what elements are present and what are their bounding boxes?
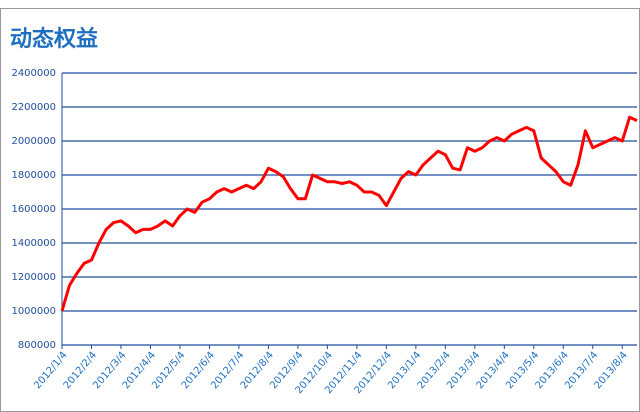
chart-title: 动态权益 bbox=[10, 26, 98, 52]
y-tick-label: 2000000 bbox=[11, 136, 56, 147]
y-tick-label: 1000000 bbox=[11, 306, 56, 317]
y-tick-label: 1200000 bbox=[11, 272, 56, 283]
y-tick-label: 1600000 bbox=[11, 204, 56, 215]
y-tick-label: 1800000 bbox=[11, 170, 56, 181]
y-tick-label: 800000 bbox=[18, 340, 56, 351]
y-tick-label: 2200000 bbox=[11, 102, 56, 113]
frame bbox=[0, 8, 640, 412]
equity-line bbox=[60, 115, 638, 312]
y-tick-label: 2400000 bbox=[11, 68, 56, 79]
y-tick-label: 1400000 bbox=[11, 238, 56, 249]
